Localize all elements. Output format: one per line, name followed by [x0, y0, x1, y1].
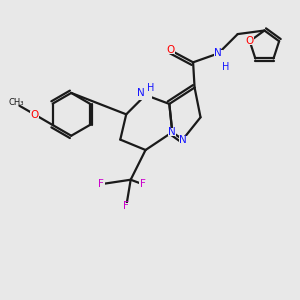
- Text: H: H: [222, 62, 230, 72]
- Text: N: N: [214, 48, 222, 59]
- Text: O: O: [246, 36, 254, 46]
- Bar: [167, 47, 175, 54]
- Bar: [178, 136, 187, 143]
- Bar: [97, 181, 105, 188]
- Text: F: F: [98, 179, 104, 189]
- Bar: [139, 181, 146, 188]
- Text: CH₃: CH₃: [9, 98, 24, 107]
- Bar: [214, 50, 223, 57]
- Text: O: O: [167, 45, 175, 56]
- Text: H: H: [147, 83, 155, 94]
- Bar: [168, 128, 176, 136]
- Text: F: F: [140, 179, 146, 189]
- Text: N: N: [179, 135, 187, 145]
- Text: N: N: [136, 88, 144, 98]
- Bar: [122, 203, 130, 210]
- Text: F: F: [123, 202, 129, 212]
- Bar: [139, 90, 152, 100]
- Text: N: N: [168, 127, 176, 137]
- Text: O: O: [31, 110, 39, 120]
- Bar: [246, 38, 254, 45]
- Bar: [30, 111, 39, 118]
